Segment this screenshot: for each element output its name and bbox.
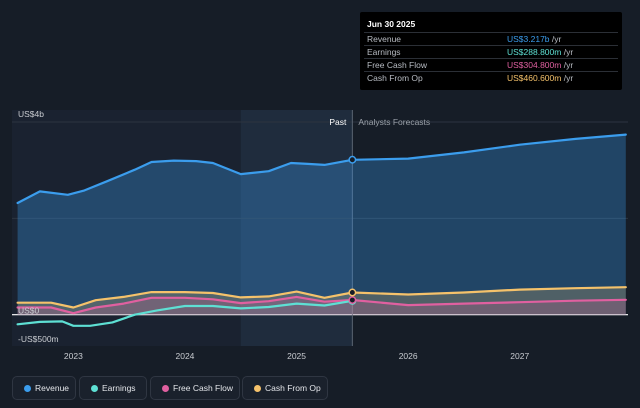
tooltip-row-cash-from-op: Cash From Op US$460.600m /yr [364,71,618,84]
legend-item-revenue[interactable]: Revenue [12,376,76,400]
series-area-revenue [17,134,626,315]
tooltip-value: US$288.800m /yr [507,47,574,57]
legend-dot-icon [91,385,98,392]
tooltip-row-free-cash-flow: Free Cash Flow US$304.800m /yr [364,58,618,71]
forecast-label: Analysts Forecasts [358,117,430,127]
tooltip-panel: Jun 30 2025 Revenue US$3.217b /yr Earnin… [360,12,622,90]
x-tick-label: 2023 [64,351,83,361]
x-tick-label: 2024 [176,351,195,361]
legend-item-earnings[interactable]: Earnings [79,376,147,400]
tooltip-value: US$304.800m /yr [507,60,574,70]
series-line-cash-from-op [16,286,627,309]
legend-item-cash-from-op[interactable]: Cash From Op [242,376,328,400]
legend-label: Cash From Op [265,383,321,393]
tooltip-row-earnings: Earnings US$288.800m /yr [364,45,618,58]
tooltip-label: Free Cash Flow [367,60,427,70]
legend-label: Earnings [102,383,136,393]
legend-label: Free Cash Flow [173,383,233,393]
past-label: Past [329,117,347,127]
marker-revenue [348,155,357,164]
tooltip-label: Revenue [367,34,402,44]
series-line-revenue [16,133,627,205]
series-line-earnings [16,299,354,327]
tooltip-value: US$460.600m /yr [507,73,574,83]
legend-item-free-cash-flow[interactable]: Free Cash Flow [150,376,240,400]
legend-dot-icon [254,385,261,392]
legend-dot-icon [24,385,31,392]
x-tick-label: 2027 [510,351,529,361]
legend-label: Revenue [35,383,70,393]
x-tick-label: 2025 [287,351,306,361]
y-tick-label: US$0 [18,306,40,316]
tooltip-date: Jun 30 2025 [367,19,416,29]
tooltip-label: Cash From Op [367,73,423,83]
series-line-free-cash-flow [16,295,627,315]
tooltip-row-revenue: Revenue US$3.217b /yr [364,32,618,45]
y-tick-label: US$4b [18,109,44,119]
y-tick-label: -US$500m [18,334,59,344]
marker-free-cash-flow [348,296,357,304]
legend-dot-icon [162,385,169,392]
tooltip-value: US$3.217b /yr [507,34,562,44]
tooltip-label: Earnings [367,47,401,57]
marker-cash-from-op [348,288,357,297]
x-tick-label: 2026 [399,351,418,361]
